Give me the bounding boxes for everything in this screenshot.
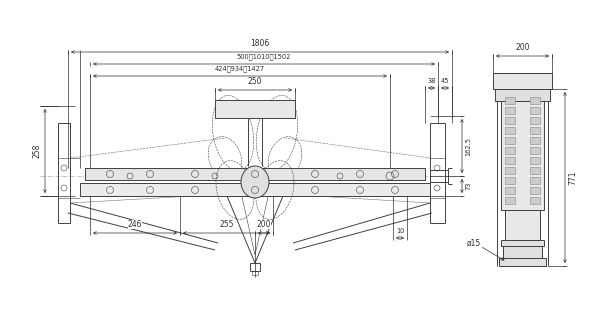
Bar [80, 183, 430, 196]
Bar [493, 73, 552, 89]
Text: 771: 771 [568, 170, 577, 185]
Bar [530, 127, 540, 134]
Bar [505, 127, 515, 134]
Text: 45: 45 [441, 78, 449, 84]
Bar [530, 117, 540, 124]
Text: 246: 246 [128, 220, 142, 229]
Bar [505, 137, 515, 144]
Bar [495, 89, 550, 101]
Text: 200: 200 [257, 220, 271, 229]
Bar [501, 240, 544, 246]
Text: 200: 200 [515, 43, 530, 52]
Bar [505, 147, 515, 154]
Bar [530, 187, 540, 194]
Bar [501, 101, 544, 210]
Bar [505, 97, 515, 104]
Text: 250: 250 [248, 77, 262, 86]
Text: 73: 73 [465, 182, 471, 190]
Bar [505, 197, 515, 204]
Bar [505, 107, 515, 114]
Bar [503, 246, 542, 258]
Bar [530, 197, 540, 204]
Text: 1806: 1806 [250, 39, 269, 48]
Bar [505, 210, 540, 240]
Ellipse shape [241, 166, 269, 198]
Bar [530, 177, 540, 184]
Bar [530, 137, 540, 144]
Bar [530, 147, 540, 154]
Bar [505, 157, 515, 164]
Bar [215, 100, 295, 118]
Bar [85, 168, 425, 180]
Text: ø15: ø15 [467, 239, 481, 248]
Bar [505, 117, 515, 124]
Bar [505, 167, 515, 174]
Text: 500、1010、1502: 500、1010、1502 [237, 53, 291, 60]
Bar [499, 258, 546, 266]
Text: 162.5: 162.5 [465, 136, 471, 155]
Bar [530, 107, 540, 114]
Text: 424、934、1427: 424、934、1427 [215, 65, 265, 72]
Text: 255: 255 [219, 220, 234, 229]
Bar [530, 97, 540, 104]
Bar [505, 187, 515, 194]
Bar [530, 167, 540, 174]
Text: 38: 38 [427, 78, 436, 84]
Bar [505, 177, 515, 184]
Text: 10: 10 [396, 228, 404, 234]
Bar [530, 157, 540, 164]
Text: 258: 258 [33, 144, 42, 158]
